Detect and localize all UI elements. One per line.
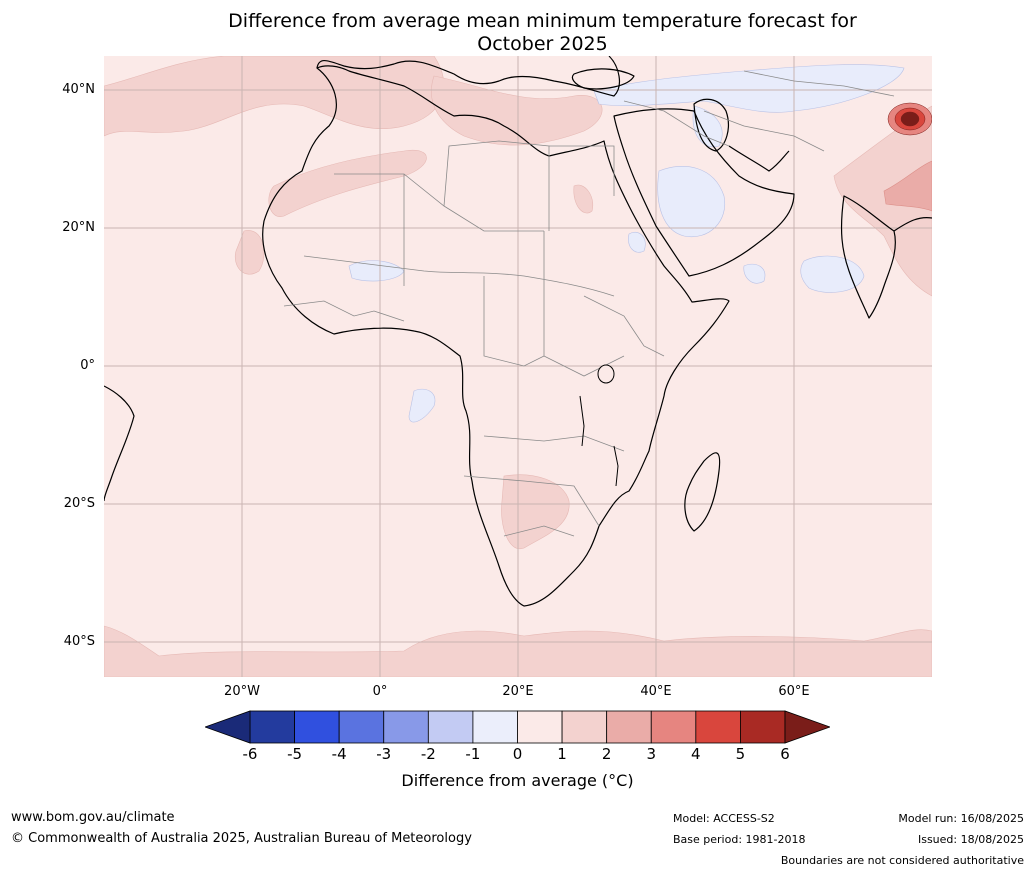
coastline-south-america [104, 385, 135, 502]
colorbar-tick-label: -1 [465, 745, 481, 763]
colorbar-tick-label: -5 [287, 745, 303, 763]
boundary-middle-east [623, 100, 730, 147]
coastline-europe [316, 56, 621, 97]
footer-copyright: © Commonwealth of Australia 2025, Austra… [11, 831, 472, 846]
colorbar-extend-low [205, 710, 251, 744]
lon-label-0: 0° [372, 684, 388, 699]
colorbar-segment [606, 710, 652, 744]
warm-area-south-asia [833, 105, 932, 297]
lake-tanganyika [579, 395, 585, 447]
boundary-egypt [549, 145, 615, 196]
lakes [579, 364, 619, 487]
graticule [104, 56, 932, 677]
coastline-india [840, 195, 896, 319]
cool-area-gulf-of-guinea [408, 388, 436, 423]
cool-area-turkey-iran [593, 64, 905, 113]
lat-label-0: 0° [80, 358, 95, 373]
colorbar-tick-label: -4 [331, 745, 347, 763]
cool-area-arabian-interior [657, 166, 726, 238]
footer-disclaimer: Boundaries are not considered authoritat… [780, 854, 1024, 867]
lon-label-60e: 60°E [778, 684, 810, 699]
colorbar-tick-label: -2 [420, 745, 436, 763]
country-boundaries [283, 70, 895, 537]
warm-area-north-atlantic [104, 56, 445, 137]
colorbar-segment [427, 710, 474, 744]
boundary-central-asia [743, 70, 895, 97]
colorbar-label: Difference from average (°C) [401, 771, 634, 790]
colorbar-segment [249, 710, 295, 744]
lat-label-20n: 20°N [62, 220, 95, 235]
lon-label-20w: 20°W [224, 684, 260, 699]
boundary-west [283, 300, 405, 322]
moderate-warm-anomaly [883, 160, 932, 212]
colorbar-segment [695, 710, 741, 744]
colorbar [205, 710, 830, 744]
colorbar-tick-label: 6 [780, 745, 790, 763]
colorbar-segment [561, 710, 608, 744]
lake-victoria [597, 364, 615, 384]
colorbar-tick-label: 5 [735, 745, 746, 763]
temperature-anomaly-map [104, 56, 932, 677]
boundary-sahel [303, 255, 615, 297]
coastline-persian-gulf [728, 145, 790, 172]
coastline-arabia [613, 108, 795, 277]
boundary-central-1 [483, 276, 545, 367]
colorbar-segment [472, 710, 518, 744]
colorbar-tick-label: 3 [646, 745, 657, 763]
colorbar-tick-label: -6 [242, 745, 258, 763]
coastline-black-sea [571, 68, 635, 90]
cool-area-arabian-sea [800, 255, 865, 293]
coastlines [104, 56, 932, 607]
map-title-line-2: October 2025 [477, 33, 608, 55]
colorbar-segment [517, 710, 563, 744]
colorbar-segment [740, 710, 786, 744]
colorbar-segment [383, 710, 429, 744]
map-title: Difference from average mean minimum tem… [0, 10, 1035, 56]
coastline-asia-east [893, 216, 932, 232]
colorbar-tick-label: 4 [691, 745, 701, 763]
footer-model: Model: ACCESS-S2 [673, 812, 775, 825]
footer-website: www.bom.gov.au/climate [11, 810, 175, 825]
footer-issued: Issued: 18/08/2025 [917, 833, 1024, 846]
lake-malawi [613, 445, 619, 487]
cool-anomaly-areas [348, 64, 905, 423]
lon-label-20e: 20°E [502, 684, 534, 699]
boundary-south-1 [463, 475, 600, 527]
colorbar-extend-high [784, 710, 830, 744]
cool-area-india-east [743, 263, 766, 284]
coastline-caspian [693, 98, 729, 152]
cool-area-red-sea [628, 231, 646, 253]
boundary-south-2 [483, 435, 625, 452]
coastline-africa [262, 65, 730, 607]
boundary-iran [703, 110, 825, 152]
warm-area-south-asia-strong [883, 160, 932, 212]
hotspot-core [900, 111, 920, 127]
colorbar-segment [650, 710, 697, 744]
warm-area-arabia [573, 184, 594, 214]
colorbar-tick-label: 0 [512, 745, 523, 763]
colorbar-segment [338, 710, 385, 744]
footer-base-period: Base period: 1981-2018 [673, 833, 806, 846]
footer-model-run: Model run: 16/08/2025 [898, 812, 1024, 825]
boundary-east [583, 295, 665, 357]
hotspot-anomaly [887, 102, 932, 136]
boundary-sahara-3 [443, 140, 550, 231]
lat-label-40s: 40°S [63, 634, 95, 649]
boundary-south-3 [503, 525, 575, 537]
lat-label-40n: 40°N [62, 82, 95, 97]
colorbar-segments [249, 710, 786, 744]
lat-label-20s: 20°S [63, 496, 95, 511]
colorbar-tick-label: 2 [601, 745, 612, 763]
colorbar-tick-label: -3 [376, 745, 392, 763]
lon-label-40e: 40°E [640, 684, 672, 699]
map-title-line-1: Difference from average mean minimum tem… [228, 10, 857, 32]
coastline-madagascar [684, 452, 721, 532]
colorbar-segment [294, 710, 340, 744]
colorbar-tick-label: 1 [557, 745, 567, 763]
